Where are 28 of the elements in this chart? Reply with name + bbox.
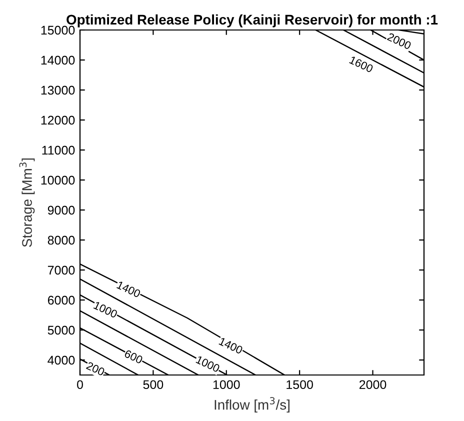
y-tick-label: 8000: [48, 236, 75, 245]
y-tick-label: 13000: [41, 86, 75, 95]
y-tick-label: 6000: [48, 296, 75, 305]
annotation: 1600: [349, 56, 374, 73]
x-axis-title: Inflow [m$^{3}$/s]: [214, 397, 290, 412]
y-tick-label: 11000: [42, 146, 75, 155]
y-tick-label: 10000: [41, 176, 75, 185]
annotation: 1400: [116, 280, 142, 298]
annotation: 2000: [386, 32, 412, 50]
x-tick-label: 2000: [359, 380, 386, 390]
y-tick-label: 15000: [41, 26, 75, 35]
y-tick-label: 5000: [48, 326, 75, 335]
annotation: 200: [86, 361, 106, 376]
annotation: 600: [124, 349, 144, 364]
annotation: 1400: [218, 337, 244, 354]
x-tick-label: 0: [77, 380, 83, 390]
chart-title: Optimized Release Policy (Kainji Reservoir) for month :1: [66, 14, 438, 28]
x-tick-label: 500: [143, 380, 164, 390]
y-tick-label: 4000: [48, 356, 75, 365]
annotation: 1000: [196, 356, 220, 373]
y-axis-title: Storage [Mm$^{3}$]: [19, 158, 35, 247]
y-tick-label: 12000: [41, 116, 75, 125]
y-tick-label: 14000: [41, 56, 75, 65]
annotation: 1000: [93, 301, 118, 318]
x-tick-label: 1500: [286, 380, 313, 390]
y-tick-label: 7000: [48, 266, 75, 275]
y-tick-label: 9000: [48, 206, 75, 215]
x-tick-label: 1000: [213, 380, 240, 390]
